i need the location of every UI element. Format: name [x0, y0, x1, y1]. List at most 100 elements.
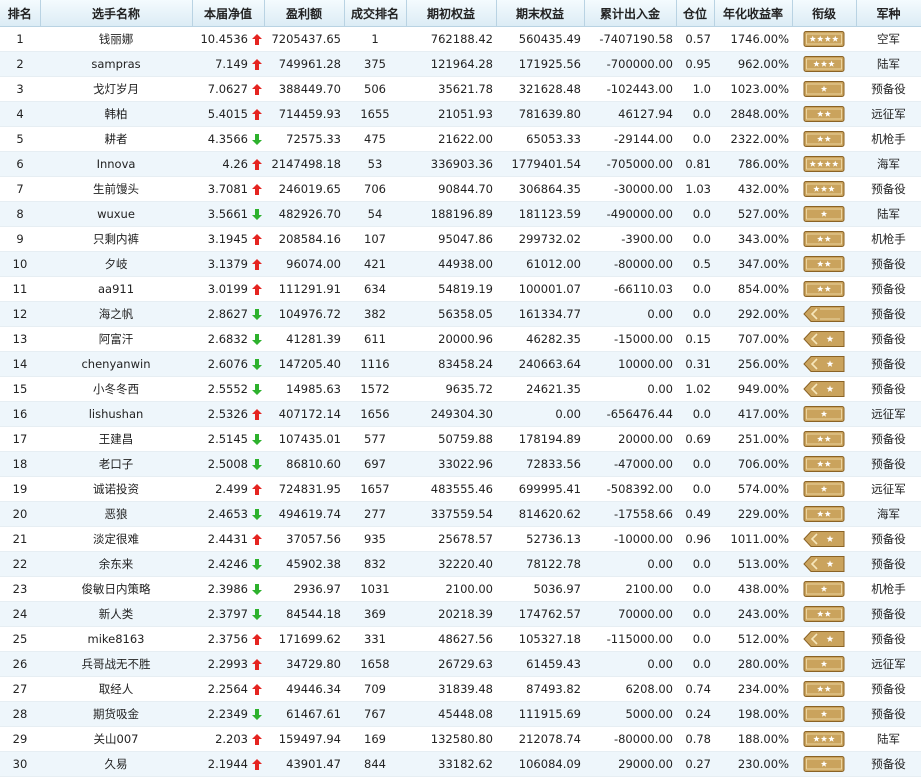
player-name-link[interactable]: 兵哥战无不胜	[40, 651, 192, 677]
player-name-link[interactable]: mike8163	[40, 626, 192, 652]
start-equity-cell: 50759.88	[406, 426, 496, 452]
player-name-link[interactable]: 戈灯岁月	[40, 76, 192, 102]
end-equity-cell: 321628.48	[496, 76, 584, 102]
rank-badge-cell	[792, 51, 856, 77]
header-annual-return[interactable]: 年化收益率	[714, 0, 793, 27]
rank-cell: 21	[0, 526, 40, 552]
header-end-equity[interactable]: 期末权益	[496, 0, 585, 27]
header-net-flow[interactable]: 累计出入金	[584, 0, 677, 27]
table-header: 排名 选手名称 本届净值 盈利额 成交排名 期初权益 期末权益 累计出入金 仓位…	[0, 0, 921, 27]
table-row[interactable]: 17 王建昌 2.5145 107435.01 577 50759.88 178194.89…	[0, 426, 921, 452]
player-name-link[interactable]: chenyanwin	[40, 351, 192, 377]
net-value-cell: 2.3756	[192, 626, 264, 652]
header-rank-badge[interactable]: 衔级	[792, 0, 857, 27]
header-net-value[interactable]: 本届净值	[192, 0, 265, 27]
table-row[interactable]: 7 生前馒头 3.7081 246019.65 706 90844.70 306864.35…	[0, 176, 921, 202]
player-name-link[interactable]: 小冬冬西	[40, 376, 192, 402]
position-cell: 0.74	[676, 676, 714, 702]
player-name-link[interactable]: 韩柏	[40, 101, 192, 127]
table-row[interactable]: 27 取经人 2.2564 49446.34 709 31839.48 87493.82 62…	[0, 676, 921, 702]
annual-return-cell: 256.00%	[714, 351, 792, 377]
table-row[interactable]: 29 关山007 2.203 159497.94 169 132580.80 212078.…	[0, 726, 921, 752]
arrow-up-icon	[252, 184, 262, 195]
table-row[interactable]: 6 Innova 4.26 2147498.18 53 336903.36 1779401.…	[0, 151, 921, 177]
table-row[interactable]: 25 mike8163 2.3756 171699.62 331 48627.56 1053…	[0, 626, 921, 652]
player-name-link[interactable]: aa911	[40, 276, 192, 302]
annual-return-cell: 280.00%	[714, 651, 792, 677]
header-profit[interactable]: 盈利额	[264, 0, 345, 27]
header-position[interactable]: 仓位	[676, 0, 715, 27]
position-cell: 0.0	[676, 126, 714, 152]
player-name-link[interactable]: 取经人	[40, 676, 192, 702]
rank-cell: 2	[0, 51, 40, 77]
rank-badge-icon	[803, 381, 845, 397]
player-name-link[interactable]: 淡定很难	[40, 526, 192, 552]
rank-badge-icon	[803, 556, 845, 572]
position-cell: 0.69	[676, 426, 714, 452]
player-name-link[interactable]: 期货吸金	[40, 701, 192, 727]
table-row[interactable]: 15 小冬冬西 2.5552 14985.63 1572 9635.72 24621.35 0…	[0, 376, 921, 402]
player-name-link[interactable]: 耕者	[40, 126, 192, 152]
table-row[interactable]: 20 恶狼 2.4653 494619.74 277 337559.54 814620.62…	[0, 501, 921, 527]
arrow-down-icon	[252, 559, 262, 570]
trade-rank-cell: 706	[344, 176, 406, 202]
table-row[interactable]: 18 老口子 2.5008 86810.60 697 33022.96 72833.56 -4…	[0, 451, 921, 477]
table-row[interactable]: 2 sampras 7.149 749961.28 375 121964.28 171925…	[0, 51, 921, 77]
player-name-link[interactable]: 久易	[40, 751, 192, 777]
table-row[interactable]: 1 钱丽娜 10.4536 7205437.65 1 762188.42 560435.49…	[0, 26, 921, 52]
header-player-name[interactable]: 选手名称	[40, 0, 193, 27]
branch-cell: 远征军	[856, 101, 921, 127]
table-row[interactable]: 23 俊敏日内策略 2.3986 2936.97 1031 2100.00 5036.97 2…	[0, 576, 921, 602]
player-name-link[interactable]: 新人类	[40, 601, 192, 627]
table-row[interactable]: 19 诚诺投资 2.499 724831.95 1657 483555.46 699995.…	[0, 476, 921, 502]
table-row[interactable]: 9 只剩内裤 3.1945 208584.16 107 95047.86 299732.02…	[0, 226, 921, 252]
header-trade-rank[interactable]: 成交排名	[344, 0, 407, 27]
profit-cell: 61467.61	[264, 701, 344, 727]
player-name-link[interactable]: 恶狼	[40, 501, 192, 527]
table-row[interactable]: 14 chenyanwin 2.6076 147205.40 1116 83458.24 2…	[0, 351, 921, 377]
table-row[interactable]: 26 兵哥战无不胜 2.2993 34729.80 1658 26729.63 61459.…	[0, 651, 921, 677]
player-name-link[interactable]: lishushan	[40, 401, 192, 427]
table-row[interactable]: 11 aa911 3.0199 111291.91 634 54819.19 100001.…	[0, 276, 921, 302]
table-row[interactable]: 13 阿富汗 2.6832 41281.39 611 20000.96 46282.35 -1…	[0, 326, 921, 352]
table-row[interactable]: 12 海之帆 2.8627 104976.72 382 56358.05 161334.77…	[0, 301, 921, 327]
rank-badge-cell	[792, 251, 856, 277]
header-rank[interactable]: 排名	[0, 0, 41, 27]
table-row[interactable]: 28 期货吸金 2.2349 61467.61 767 45448.08 111915.69…	[0, 701, 921, 727]
table-row[interactable]: 4 韩柏 5.4015 714459.93 1655 21051.93 781639.80 4…	[0, 101, 921, 127]
net-value-cell: 2.4653	[192, 501, 264, 527]
player-name-link[interactable]: 关山007	[40, 726, 192, 752]
header-branch[interactable]: 军种	[856, 0, 921, 27]
table-row[interactable]: 21 淡定很难 2.4431 37057.56 935 25678.57 52736.13-…	[0, 526, 921, 552]
player-name-link[interactable]: 阿富汗	[40, 326, 192, 352]
player-name-link[interactable]: 生前馒头	[40, 176, 192, 202]
profit-cell: 208584.16	[264, 226, 344, 252]
player-name-link[interactable]: 诚诺投资	[40, 476, 192, 502]
table-row[interactable]: 8 wuxue 3.5661 482926.70 54 188196.89 181123.5…	[0, 201, 921, 227]
player-name-link[interactable]: 钱丽娜	[40, 26, 192, 52]
header-start-equity[interactable]: 期初权益	[406, 0, 497, 27]
player-name-link[interactable]: Innova	[40, 151, 192, 177]
table-row[interactable]: 16 lishushan 2.5326 407172.14 1656 249304.30 0…	[0, 401, 921, 427]
player-name-link[interactable]: 王建昌	[40, 426, 192, 452]
table-row[interactable]: 3 戈灯岁月 7.0627 388449.70 506 35621.78 321628.48…	[0, 76, 921, 102]
net-value-text: 3.7081	[207, 182, 248, 196]
player-name-link[interactable]: 海之帆	[40, 301, 192, 327]
branch-cell: 预备役	[856, 176, 921, 202]
net-value-text: 2.4246	[207, 557, 248, 571]
player-name-link[interactable]: 老口子	[40, 451, 192, 477]
table-row[interactable]: 30 久易 2.1944 43901.47 844 33182.62 106084.09 29…	[0, 751, 921, 777]
player-name-link[interactable]: sampras	[40, 51, 192, 77]
player-name-link[interactable]: 只剩内裤	[40, 226, 192, 252]
profit-cell: 96074.00	[264, 251, 344, 277]
table-row[interactable]: 5 耕者 4.3566 72575.33 475 21622.00 65053.33 -291…	[0, 126, 921, 152]
player-name-link[interactable]: wuxue	[40, 201, 192, 227]
player-name-link[interactable]: 余东来	[40, 551, 192, 577]
rank-cell: 4	[0, 101, 40, 127]
table-body: 1 钱丽娜 10.4536 7205437.65 1 762188.42 560435.49…	[0, 26, 921, 777]
player-name-link[interactable]: 夕岐	[40, 251, 192, 277]
table-row[interactable]: 22 余东来 2.4246 45902.38 832 32220.40 78122.78 0.…	[0, 551, 921, 577]
table-row[interactable]: 24 新人类 2.3797 84544.18 369 20218.39 174762.57 7…	[0, 601, 921, 627]
player-name-link[interactable]: 俊敏日内策略	[40, 576, 192, 602]
table-row[interactable]: 10 夕岐 3.1379 96074.00 421 44938.00 61012.00 -80…	[0, 251, 921, 277]
